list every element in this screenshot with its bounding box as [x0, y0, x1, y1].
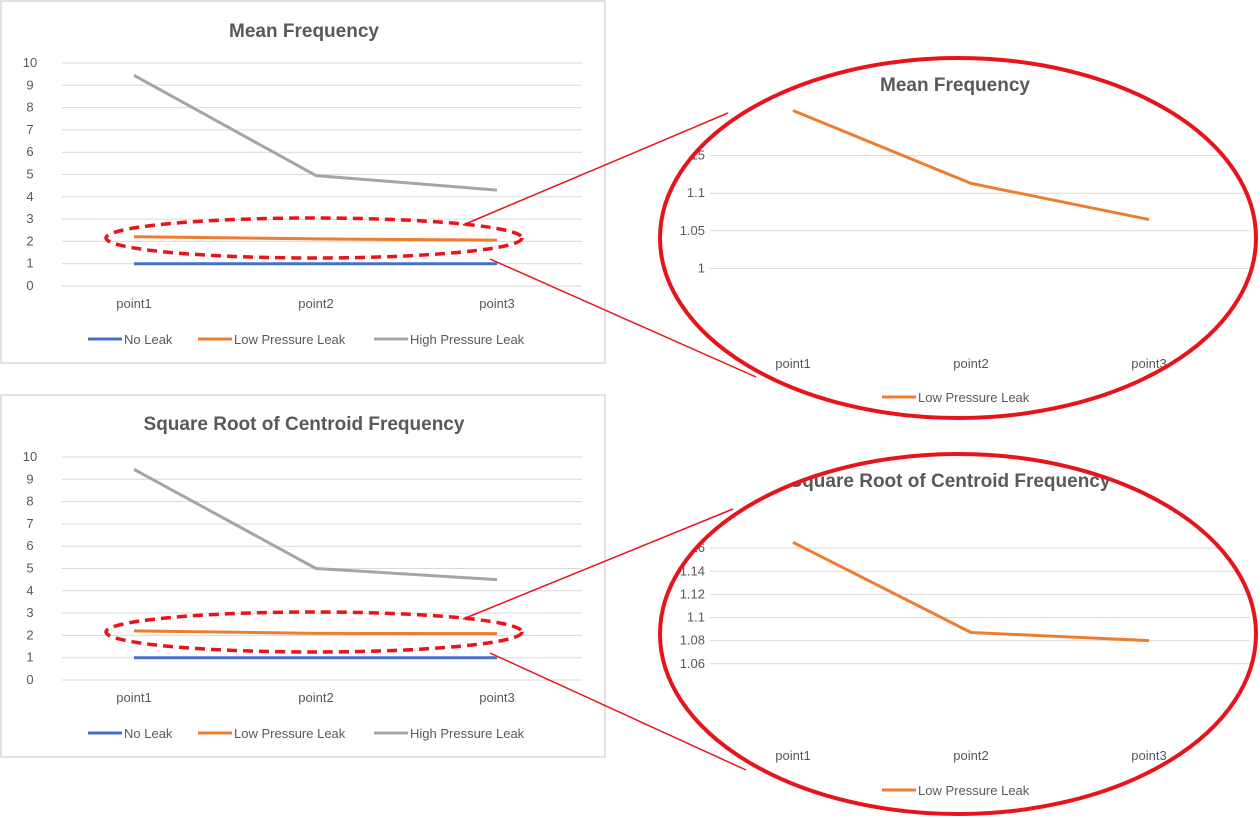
y-tick-label: 1.12 — [680, 586, 705, 601]
y-tick-label: 1 — [26, 256, 33, 271]
y-tick-label: 9 — [26, 471, 33, 486]
mean-chart-frame — [0, 0, 606, 364]
x-tick-label: point3 — [479, 296, 514, 311]
y-tick-label: 10 — [23, 449, 37, 464]
connector-line-centroid-top — [462, 508, 734, 620]
y-tick-label: 0 — [26, 278, 33, 293]
y-tick-label: 3 — [26, 605, 33, 620]
y-tick-label: 1.06 — [680, 656, 705, 671]
x-tick-label: point3 — [1131, 356, 1166, 371]
mean-zoom-background — [660, 58, 1256, 418]
legend-label: High Pressure Leak — [410, 726, 525, 741]
legend-label: Low Pressure Leak — [918, 783, 1030, 798]
chart-title: Mean Frequency — [880, 75, 1030, 96]
y-tick-label: 1.1 — [687, 185, 705, 200]
x-tick-label: point2 — [953, 356, 988, 371]
chart-title: Mean Frequency — [229, 21, 379, 42]
y-tick-label: 1.14 — [680, 563, 705, 578]
y-tick-label: 1 — [26, 650, 33, 665]
x-tick-label: point1 — [775, 356, 810, 371]
centroid-chart-frame — [0, 394, 606, 758]
y-tick-label: 10 — [23, 55, 37, 70]
y-tick-label: 4 — [26, 583, 33, 598]
y-tick-label: 3 — [26, 211, 33, 226]
connector-line-mean-bottom — [489, 258, 757, 378]
y-tick-label: 7 — [26, 516, 33, 531]
centroid-frequency-zoom-chart: Square Root of Centroid Frequency 1.06 1.0… — [680, 471, 1250, 798]
zoom-ellipse-centroid — [658, 452, 1258, 816]
legend-label: Low Pressure Leak — [234, 332, 346, 347]
y-tick-label: 8 — [26, 100, 33, 115]
highlight-dashed-ellipse-mean — [104, 216, 524, 260]
y-tick-label: 2 — [26, 627, 33, 642]
chart-title: Square Root of Centroid Frequency — [790, 471, 1111, 492]
y-tick-label: 1 — [698, 260, 705, 275]
mean-frequency-chart: Mean Frequency 0 1 2 3 4 5 6 7 8 9 10 point1 point2 po… — [23, 21, 582, 347]
legend-label: Low Pressure Leak — [234, 726, 346, 741]
y-tick-label: 9 — [26, 77, 33, 92]
y-tick-label: 5 — [26, 167, 33, 182]
x-tick-label: point2 — [953, 748, 988, 763]
zoom-connectors — [462, 112, 757, 771]
x-tick-label: point2 — [298, 690, 333, 705]
y-tick-label: 5 — [26, 561, 33, 576]
y-tick-label: 6 — [26, 144, 33, 159]
y-tick-label: 1.1 — [687, 610, 705, 625]
y-tick-label: 4 — [26, 189, 33, 204]
y-tick-label: 1.08 — [680, 633, 705, 648]
y-tick-label: 2 — [26, 233, 33, 248]
y-tick-label: 0 — [26, 672, 33, 687]
centroid-frequency-chart: Square Root of Centroid Frequency 0 1 2 3 4 5 6… — [23, 414, 582, 741]
y-tick-label: 1.05 — [680, 223, 705, 238]
chart-title: Square Root of Centroid Frequency — [144, 414, 465, 435]
connector-line-centroid-bottom — [489, 652, 747, 771]
y-tick-label: 8 — [26, 494, 33, 509]
x-tick-label: point3 — [479, 690, 514, 705]
x-tick-label: point3 — [1131, 748, 1166, 763]
x-tick-label: point1 — [775, 748, 810, 763]
x-tick-label: point1 — [116, 296, 151, 311]
zoom-ellipse-mean — [658, 56, 1258, 420]
legend-label: No Leak — [124, 332, 173, 347]
highlight-dashed-ellipse-centroid — [104, 610, 524, 654]
connector-line-mean-top — [462, 112, 729, 226]
y-tick-label: 6 — [26, 538, 33, 553]
legend-label: Low Pressure Leak — [918, 390, 1030, 405]
y-tick-label: 7 — [26, 122, 33, 137]
x-tick-label: point2 — [298, 296, 333, 311]
legend-label: High Pressure Leak — [410, 332, 525, 347]
x-tick-label: point1 — [116, 690, 151, 705]
centroid-zoom-background — [660, 454, 1256, 814]
legend-label: No Leak — [124, 726, 173, 741]
